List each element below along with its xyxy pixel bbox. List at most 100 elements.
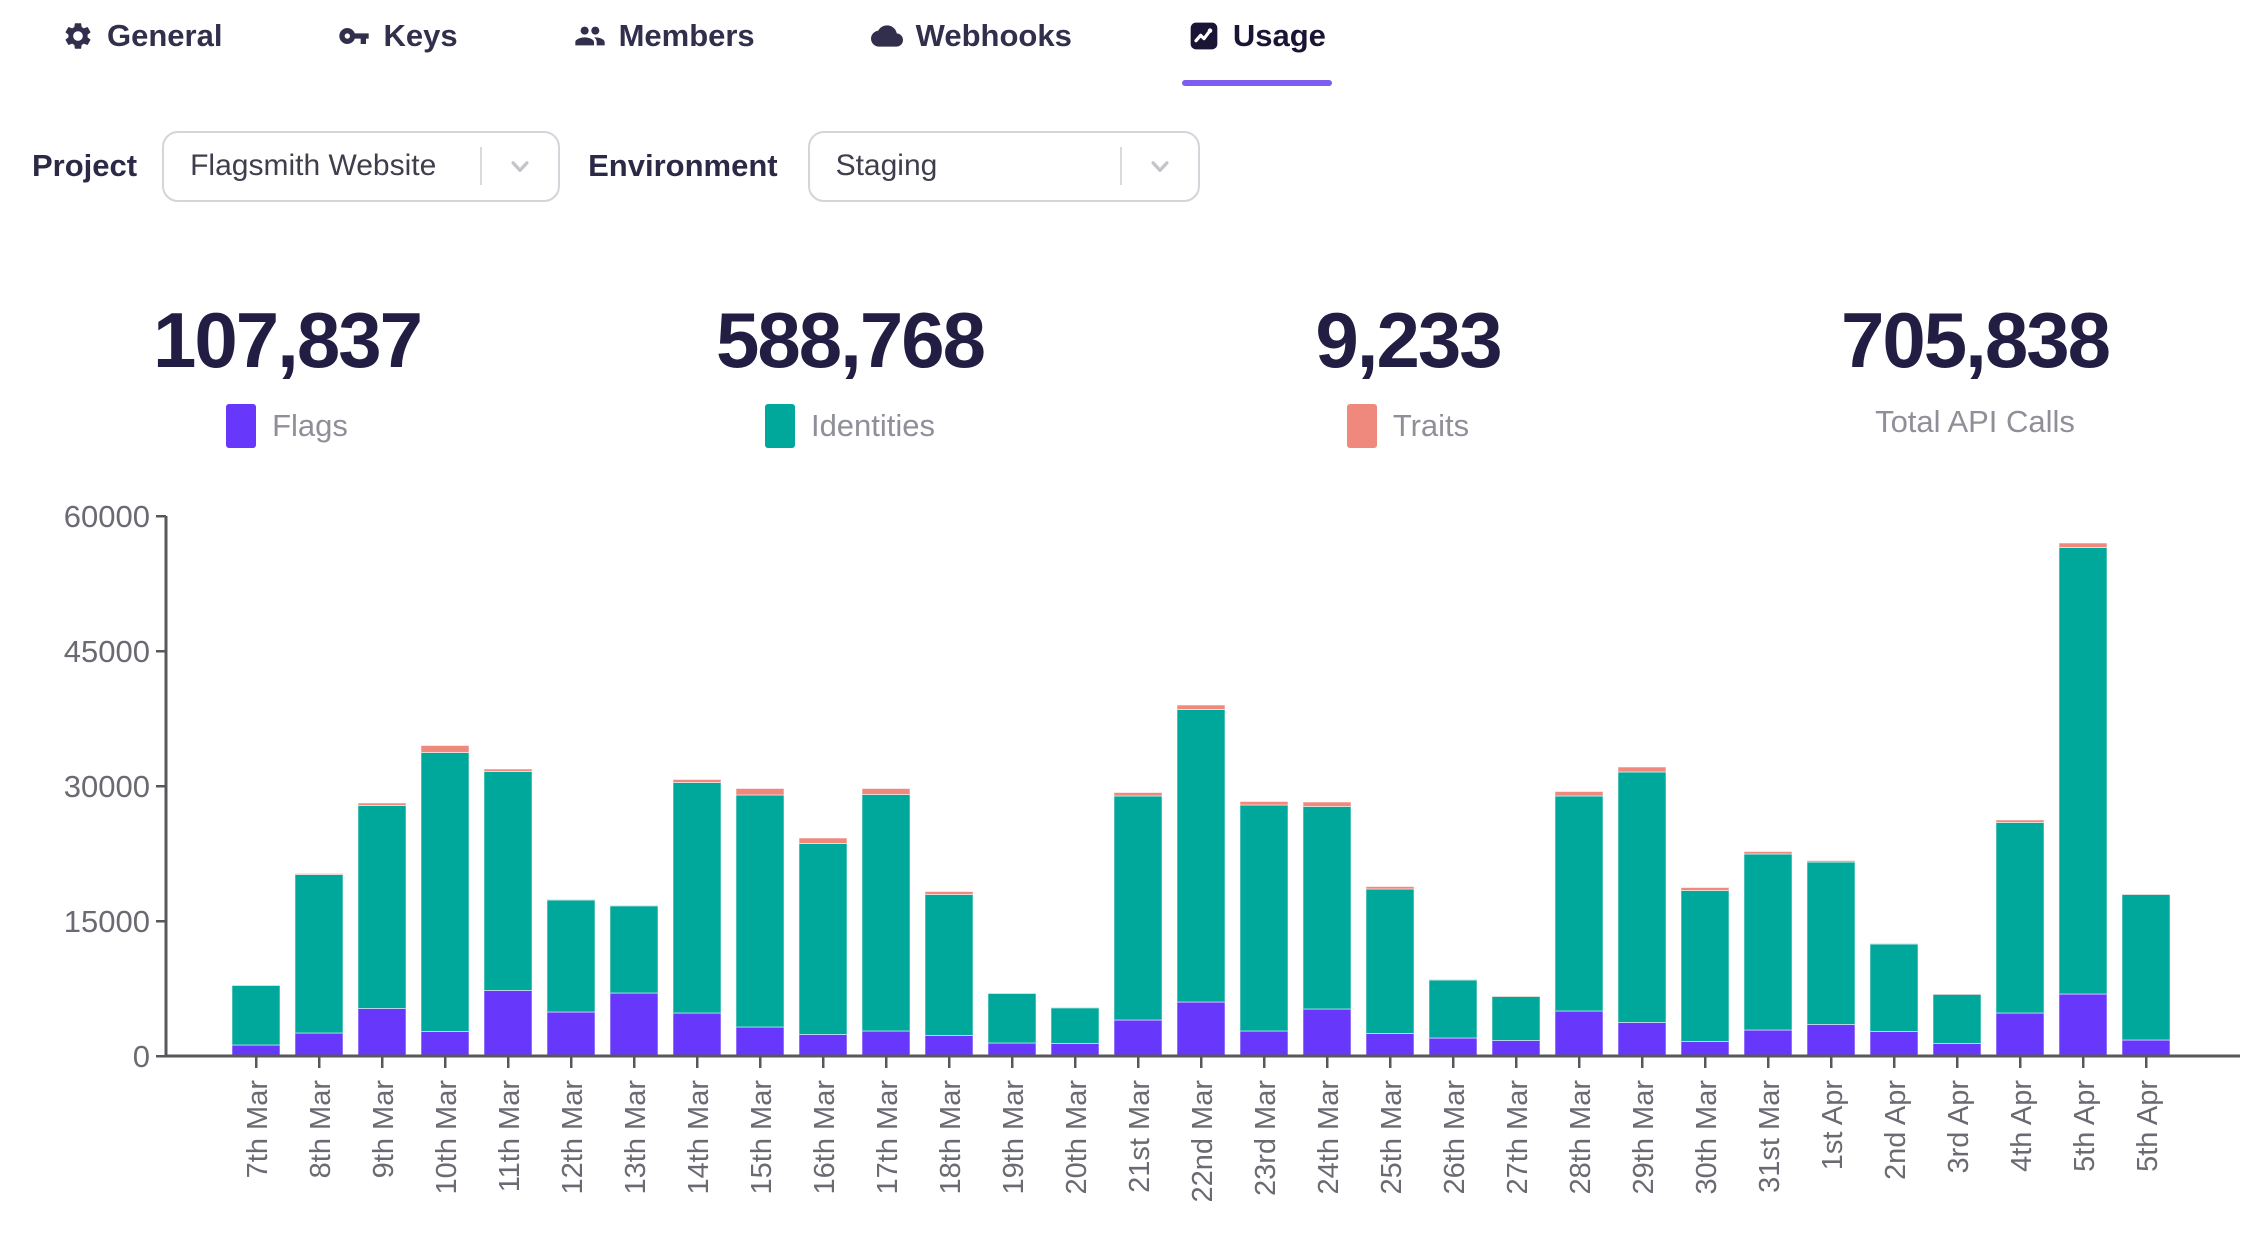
- bar-segment-flags[interactable]: [1239, 1030, 1289, 1057]
- bar-segment-flags[interactable]: [1302, 1008, 1352, 1057]
- project-select[interactable]: Flagsmith Website: [162, 130, 561, 202]
- bar-segment-traits[interactable]: [294, 872, 344, 875]
- bar-segment-identities[interactable]: [2121, 894, 2171, 1041]
- bar-segment-identities[interactable]: [924, 894, 974, 1036]
- bar-segment-identities[interactable]: [672, 781, 722, 1014]
- bar-segment-flags[interactable]: [1995, 1012, 2045, 1057]
- bar-segment-identities[interactable]: [546, 899, 596, 1013]
- bar-segment-identities[interactable]: [1050, 1007, 1100, 1044]
- bar-segment-flags[interactable]: [1428, 1037, 1478, 1057]
- bar-segment-identities[interactable]: [1995, 822, 2045, 1014]
- bar-segment-flags[interactable]: [1869, 1031, 1919, 1057]
- bar-segment-flags[interactable]: [924, 1034, 974, 1057]
- bar-segment-traits[interactable]: [1428, 979, 1478, 981]
- bar-segment-flags[interactable]: [231, 1044, 281, 1057]
- bar-segment-flags[interactable]: [672, 1012, 722, 1057]
- bar-segment-identities[interactable]: [1491, 995, 1541, 1042]
- bar-segment-traits[interactable]: [1680, 887, 1730, 892]
- bar-segment-flags[interactable]: [1365, 1033, 1415, 1057]
- bar-segment-traits[interactable]: [1554, 790, 1604, 797]
- bar-segment-traits[interactable]: [420, 745, 470, 753]
- bar-segment-identities[interactable]: [1554, 795, 1604, 1012]
- bar-segment-traits[interactable]: [735, 788, 785, 796]
- chevron-down-icon[interactable]: [482, 151, 558, 181]
- bar-segment-identities[interactable]: [483, 771, 533, 991]
- tab-webhooks[interactable]: Webhooks: [870, 12, 1072, 60]
- bar-segment-traits[interactable]: [1743, 851, 1793, 855]
- bar-segment-traits[interactable]: [1491, 995, 1541, 998]
- bar-segment-flags[interactable]: [483, 989, 533, 1057]
- bar-segment-flags[interactable]: [1743, 1029, 1793, 1057]
- bar-segment-identities[interactable]: [1806, 861, 1856, 1026]
- bar-segment-traits[interactable]: [672, 779, 722, 783]
- bar-segment-traits[interactable]: [1050, 1006, 1100, 1009]
- bar-segment-flags[interactable]: [861, 1030, 911, 1057]
- bar-segment-traits[interactable]: [2058, 542, 2108, 548]
- bar-segment-identities[interactable]: [1365, 888, 1415, 1034]
- bar-segment-identities[interactable]: [798, 842, 848, 1035]
- bar-segment-identities[interactable]: [1932, 993, 1982, 1044]
- bar-segment-identities[interactable]: [231, 985, 281, 1046]
- bar-segment-identities[interactable]: [987, 992, 1037, 1044]
- bar-segment-identities[interactable]: [861, 793, 911, 1032]
- bar-segment-identities[interactable]: [1239, 804, 1289, 1032]
- tab-general[interactable]: General: [62, 12, 222, 60]
- bar-segment-flags[interactable]: [987, 1042, 1037, 1057]
- bar-segment-flags[interactable]: [735, 1026, 785, 1057]
- bar-segment-identities[interactable]: [420, 751, 470, 1033]
- bar-segment-traits[interactable]: [798, 837, 848, 844]
- bar-segment-traits[interactable]: [609, 904, 659, 907]
- bar-segment-flags[interactable]: [1554, 1010, 1604, 1057]
- bar-segment-traits[interactable]: [987, 992, 1037, 994]
- bar-segment-flags[interactable]: [1113, 1019, 1163, 1057]
- bar-segment-traits[interactable]: [1176, 704, 1226, 710]
- bar-segment-traits[interactable]: [2121, 893, 2171, 896]
- bar-segment-traits[interactable]: [483, 768, 533, 773]
- bar-segment-identities[interactable]: [1680, 890, 1730, 1043]
- bar-segment-flags[interactable]: [609, 992, 659, 1057]
- bar-segment-traits[interactable]: [861, 788, 911, 795]
- bar-segment-traits[interactable]: [1806, 860, 1856, 863]
- bar-segment-identities[interactable]: [1176, 709, 1226, 1003]
- bar-segment-identities[interactable]: [735, 794, 785, 1028]
- bar-segment-traits[interactable]: [1995, 819, 2045, 824]
- bar-segment-identities[interactable]: [1428, 979, 1478, 1039]
- bar-segment-traits[interactable]: [1239, 800, 1289, 806]
- bar-segment-flags[interactable]: [420, 1031, 470, 1057]
- bar-segment-identities[interactable]: [1743, 853, 1793, 1031]
- chevron-down-icon[interactable]: [1122, 151, 1198, 181]
- bar-segment-flags[interactable]: [1806, 1024, 1856, 1057]
- bar-segment-flags[interactable]: [1176, 1001, 1226, 1057]
- bar-segment-identities[interactable]: [2058, 547, 2108, 995]
- bar-segment-identities[interactable]: [609, 905, 659, 994]
- bar-segment-identities[interactable]: [1869, 943, 1919, 1033]
- tab-members[interactable]: Members: [574, 12, 755, 60]
- bar-segment-traits[interactable]: [1932, 993, 1982, 995]
- bar-segment-traits[interactable]: [1869, 943, 1919, 945]
- bar-segment-identities[interactable]: [1113, 795, 1163, 1021]
- environment-select[interactable]: Staging: [807, 130, 1200, 202]
- bar-segment-flags[interactable]: [546, 1011, 596, 1057]
- bar-segment-flags[interactable]: [357, 1007, 407, 1057]
- bar-segment-traits[interactable]: [357, 802, 407, 806]
- bar-segment-flags[interactable]: [798, 1033, 848, 1057]
- bar-segment-identities[interactable]: [357, 804, 407, 1009]
- bar-segment-flags[interactable]: [1491, 1040, 1541, 1057]
- bar-segment-traits[interactable]: [1302, 801, 1352, 808]
- bar-segment-flags[interactable]: [294, 1032, 344, 1057]
- tab-keys[interactable]: Keys: [338, 12, 458, 60]
- bar-segment-flags[interactable]: [2121, 1039, 2171, 1057]
- bar-segment-traits[interactable]: [1113, 791, 1163, 797]
- bar-segment-traits[interactable]: [231, 984, 281, 987]
- bar-segment-traits[interactable]: [546, 898, 596, 901]
- bar-segment-traits[interactable]: [1617, 766, 1667, 773]
- tab-usage[interactable]: Usage: [1181, 12, 1332, 86]
- bar-segment-flags[interactable]: [1617, 1022, 1667, 1057]
- bar-segment-traits[interactable]: [1365, 885, 1415, 890]
- bar-segment-flags[interactable]: [1680, 1041, 1730, 1057]
- bar-segment-flags[interactable]: [1050, 1042, 1100, 1057]
- bar-segment-identities[interactable]: [1302, 806, 1352, 1010]
- bar-segment-flags[interactable]: [1932, 1042, 1982, 1057]
- bar-segment-identities[interactable]: [294, 873, 344, 1034]
- bar-segment-identities[interactable]: [1617, 771, 1667, 1024]
